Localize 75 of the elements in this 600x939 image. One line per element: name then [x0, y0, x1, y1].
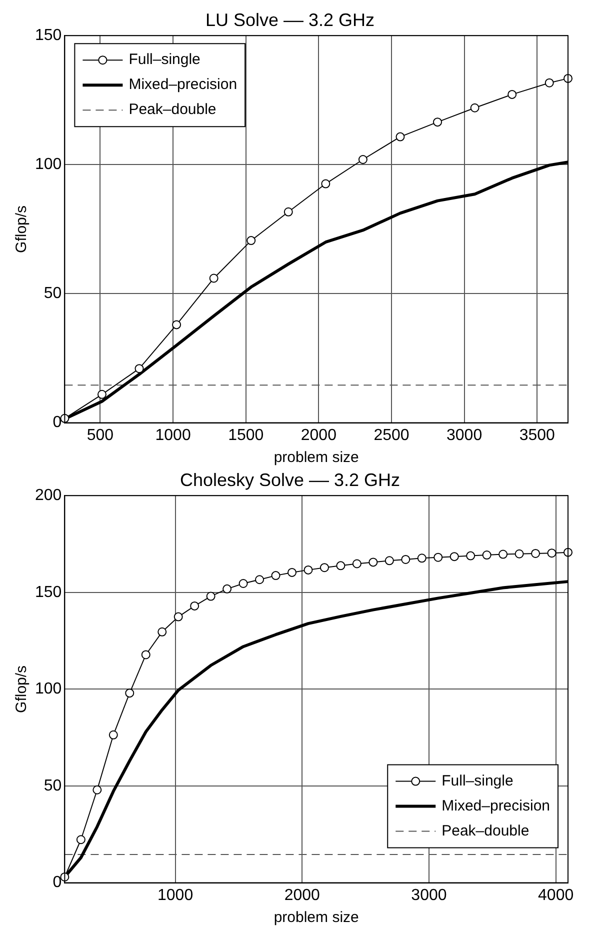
point — [396, 132, 405, 142]
point — [508, 90, 517, 99]
point — [287, 568, 296, 577]
point — [384, 556, 394, 566]
point — [108, 730, 118, 740]
x-tick-label: 3500 — [519, 426, 556, 444]
point — [222, 584, 232, 594]
point — [547, 548, 556, 558]
legend-label: Peak–double — [128, 101, 216, 118]
point — [92, 785, 102, 794]
chart-title: Cholesky Solve –– 3.2 GHz — [180, 470, 400, 490]
point — [97, 390, 106, 399]
point — [434, 552, 443, 562]
legend-label: Full–single — [442, 772, 514, 790]
legend-label: Peak–double — [442, 822, 530, 840]
point — [321, 179, 330, 188]
point — [466, 551, 476, 560]
y-tick-label: 150 — [34, 27, 62, 44]
chart-title: LU Solve –– 3.2 GHz — [205, 10, 375, 30]
x-tick-label: 500 — [86, 426, 114, 444]
point — [358, 155, 368, 164]
x-tick-label: 2500 — [374, 426, 410, 444]
point — [238, 578, 248, 588]
point — [368, 558, 378, 567]
x-tick-label: 1000 — [155, 426, 191, 444]
point — [271, 571, 280, 580]
x-tick-label: 2000 — [284, 886, 320, 904]
point — [352, 559, 362, 568]
point — [417, 554, 426, 563]
point — [336, 561, 346, 570]
point — [482, 550, 492, 560]
point — [125, 688, 134, 698]
point — [134, 364, 144, 374]
y-tick-label: 100 — [34, 156, 62, 174]
y-axis-title: Gflop/s — [13, 205, 30, 253]
point — [450, 552, 459, 562]
point — [401, 554, 410, 564]
point — [76, 835, 86, 844]
point — [304, 565, 313, 574]
x-tick-label: 3000 — [411, 886, 447, 904]
x-tick-label: 3000 — [446, 426, 482, 444]
legend-label: Full–single — [128, 51, 200, 68]
x-axis-title: problem size — [274, 909, 359, 926]
point — [284, 207, 293, 216]
point — [544, 78, 554, 88]
point — [172, 320, 182, 330]
point — [470, 103, 480, 112]
point — [190, 601, 200, 610]
legend-label: Mixed–precision — [128, 76, 238, 94]
y-tick-label: 0 — [52, 414, 62, 432]
point — [514, 549, 524, 558]
point — [255, 575, 264, 584]
point — [320, 563, 329, 572]
point — [433, 118, 442, 127]
point — [246, 236, 256, 246]
point — [498, 550, 508, 559]
y-tick-label: 0 — [52, 874, 62, 892]
y-tick-label: 150 — [34, 584, 62, 601]
y-tick-label: 200 — [34, 487, 62, 504]
point — [141, 650, 150, 660]
x-tick-label: 2000 — [300, 426, 337, 444]
point — [174, 612, 183, 622]
y-tick-label: 50 — [44, 777, 62, 794]
point — [209, 274, 218, 283]
point — [206, 592, 216, 601]
x-tick-label: 4000 — [538, 886, 574, 904]
y-axis-title: Gflop/s — [13, 665, 30, 713]
x-tick-label: 1500 — [228, 426, 264, 444]
point — [158, 627, 167, 636]
legend-label: Mixed–precision — [442, 797, 550, 814]
y-tick-label: 50 — [44, 285, 62, 302]
point — [531, 548, 540, 558]
x-tick-label: 1000 — [158, 886, 194, 904]
x-axis-title: problem size — [274, 449, 359, 466]
y-tick-label: 100 — [34, 680, 62, 698]
